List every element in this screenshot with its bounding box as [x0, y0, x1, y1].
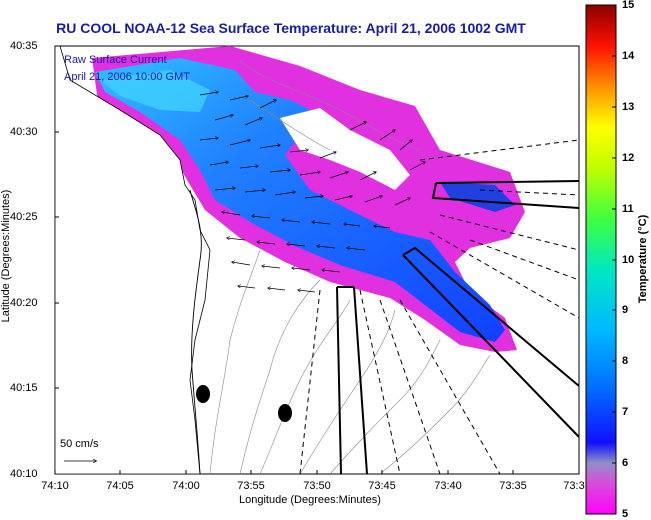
- x-tick-label: 74:00: [172, 480, 200, 492]
- buoy-marker: [278, 404, 292, 422]
- x-tick-label: 73:45: [368, 480, 396, 492]
- colorbar-tick-label: 7: [622, 406, 629, 418]
- colorbar-tick-label: 5: [622, 508, 629, 520]
- map-title: RU COOL NOAA-12 Sea Surface Temperature:…: [56, 20, 526, 36]
- colorbar-label: Temperature (°C): [637, 214, 649, 304]
- coastline: [189, 189, 202, 474]
- sst-offshore-patch: [440, 182, 515, 212]
- y-tick-label: 40:20: [10, 297, 38, 309]
- x-tick-label: 73:50: [303, 480, 331, 492]
- y-tick-label: 40:15: [10, 382, 38, 394]
- annotation-line-1: Raw Surface Current: [64, 54, 167, 66]
- x-tick-label: 74:05: [106, 480, 134, 492]
- colorbar-ticks: [612, 4, 616, 515]
- x-tick-label: 73:35: [499, 480, 527, 492]
- colorbar-tick-label: 6: [622, 457, 629, 469]
- colorbar-tick-label: 15: [622, 0, 635, 11]
- current-vectors: [199, 92, 425, 293]
- axis-ticks: [54, 45, 514, 474]
- buoy-marker: [196, 385, 210, 403]
- colorbar: [585, 4, 617, 515]
- x-tick-label: 73:3: [563, 480, 585, 492]
- x-tick-label: 73:55: [237, 480, 265, 492]
- x-axis-label: Longitude (Degrees:Minutes): [239, 494, 381, 506]
- x-tick-label: 73:40: [434, 480, 462, 492]
- colorbar-tick-label: 11: [622, 203, 634, 215]
- sst-plume: [95, 58, 505, 342]
- scale-label: 50 cm/s: [60, 438, 99, 450]
- transect-lines: [299, 139, 579, 474]
- sst-cloud-gap: [280, 108, 410, 190]
- sst-light-streak: [100, 70, 210, 112]
- y-axis-label: Latitude (Degrees:Minutes): [0, 189, 12, 323]
- y-tick-label: 40:10: [10, 468, 38, 480]
- colorbar-tick-label: 10: [622, 254, 635, 266]
- study-boxes: [336, 180, 579, 474]
- y-tick-label: 40:30: [10, 126, 38, 138]
- colorbar-tick-label: 8: [622, 355, 629, 367]
- y-tick-label: 40:25: [10, 211, 38, 223]
- colorbar-tick-label: 12: [622, 152, 635, 164]
- y-tick-label: 40:35: [10, 40, 38, 52]
- colorbar-tick-label: 13: [622, 101, 635, 113]
- colorbar-tick-label: 9: [622, 304, 629, 316]
- x-tick-label: 74:10: [41, 480, 69, 492]
- colorbar-tick-label: 14: [622, 50, 635, 62]
- annotation-line-2: April 21, 2006 10:00 GMT: [64, 71, 190, 83]
